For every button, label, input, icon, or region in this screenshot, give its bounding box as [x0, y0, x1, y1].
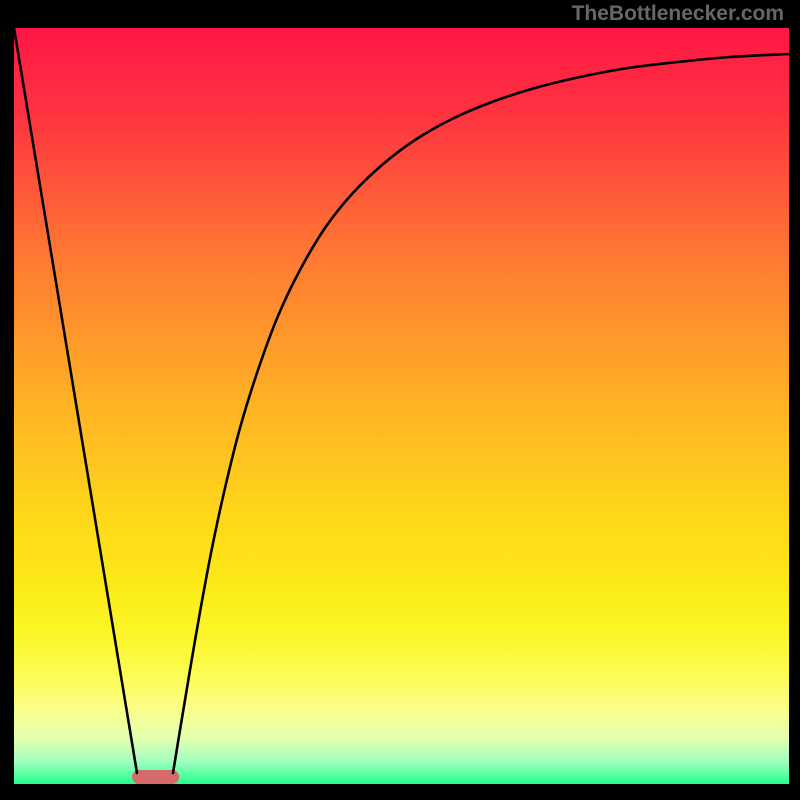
chart-container: TheBottlenecker.com — [0, 0, 800, 800]
watermark-text: TheBottlenecker.com — [572, 2, 784, 26]
frame-right — [789, 0, 800, 800]
chart-background — [14, 28, 789, 784]
frame-bottom — [0, 784, 800, 800]
frame-left — [0, 0, 14, 800]
bottleneck-chart — [0, 0, 800, 800]
